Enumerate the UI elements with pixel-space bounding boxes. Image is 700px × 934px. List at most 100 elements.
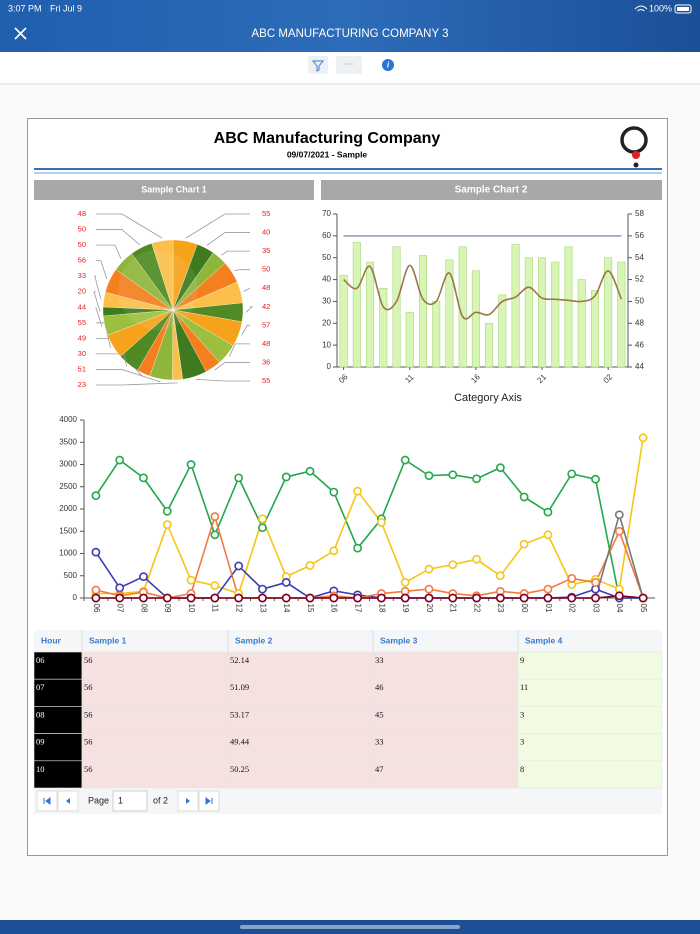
line-marker bbox=[115, 583, 125, 593]
cell-text: 49.44 bbox=[230, 737, 250, 747]
filter-icon bbox=[311, 60, 325, 72]
line-marker bbox=[91, 491, 101, 501]
line-marker bbox=[281, 593, 291, 603]
pie-shine bbox=[118, 250, 198, 330]
logo-dot-small bbox=[633, 162, 639, 168]
leader-line bbox=[234, 269, 250, 271]
leader-line bbox=[185, 213, 250, 239]
line-marker bbox=[305, 466, 315, 476]
data-label: 50 bbox=[78, 225, 86, 234]
cell-text: 9 bbox=[520, 655, 524, 665]
bar bbox=[577, 279, 586, 368]
table-header bbox=[34, 630, 662, 652]
column-header: Sample 3 bbox=[380, 635, 418, 645]
line-marker bbox=[258, 514, 267, 524]
line-marker bbox=[139, 593, 148, 603]
y2-tick-label: 56 bbox=[635, 231, 644, 240]
cell-text: 8 bbox=[520, 764, 524, 774]
bar bbox=[445, 259, 454, 368]
table-cell bbox=[517, 760, 663, 789]
cell-text: 53.17 bbox=[230, 709, 249, 719]
leader-line bbox=[241, 324, 250, 336]
table-cell bbox=[81, 760, 229, 789]
close-button[interactable] bbox=[14, 27, 27, 40]
bar bbox=[524, 257, 533, 368]
wifi-icon bbox=[634, 5, 648, 12]
line-marker bbox=[543, 584, 553, 594]
line-marker bbox=[258, 593, 267, 603]
y-tick-label: 50 bbox=[322, 253, 331, 262]
home-indicator bbox=[240, 925, 460, 929]
line-marker bbox=[591, 593, 600, 603]
leader-line bbox=[206, 232, 250, 246]
line-marker bbox=[115, 455, 125, 465]
table-cell bbox=[517, 733, 663, 762]
x-tick-label: 17 bbox=[353, 604, 362, 613]
x-tick-label: 15 bbox=[306, 604, 315, 613]
x-tick-label: 13 bbox=[258, 604, 267, 613]
line-marker bbox=[424, 593, 434, 603]
bar bbox=[432, 301, 441, 368]
battery-icon bbox=[674, 4, 692, 14]
line-marker bbox=[210, 530, 220, 540]
page-input[interactable] bbox=[112, 790, 148, 812]
bar bbox=[498, 294, 507, 368]
line-marker bbox=[519, 593, 529, 603]
line-marker bbox=[400, 578, 410, 587]
bar bbox=[392, 246, 401, 368]
y-tick-label: 30 bbox=[322, 297, 331, 306]
line-marker bbox=[353, 486, 363, 496]
line-marker bbox=[234, 593, 244, 603]
more-button[interactable] bbox=[336, 56, 362, 74]
line-series bbox=[343, 264, 623, 320]
leader-line bbox=[228, 343, 250, 357]
data-label: 48 bbox=[78, 209, 86, 218]
leader-line bbox=[96, 382, 178, 386]
leader-line bbox=[96, 369, 161, 383]
line-marker bbox=[91, 547, 101, 557]
x-tick-label: 01 bbox=[544, 604, 553, 613]
x-tick-label: 04 bbox=[615, 604, 624, 613]
bar bbox=[485, 322, 494, 368]
y2-tick-label: 48 bbox=[635, 318, 644, 327]
prev-page-icon bbox=[66, 798, 70, 804]
bar bbox=[617, 261, 626, 368]
line-marker bbox=[424, 471, 434, 481]
line-marker bbox=[139, 572, 148, 582]
bar bbox=[511, 244, 520, 368]
line-marker bbox=[614, 591, 624, 601]
info-button[interactable] bbox=[382, 59, 394, 71]
report-title: ABC Manufacturing Company bbox=[214, 130, 441, 147]
line-marker bbox=[115, 593, 125, 603]
line-marker bbox=[614, 526, 624, 536]
leader-line bbox=[96, 260, 108, 280]
data-label: 49 bbox=[78, 333, 86, 342]
table-cell bbox=[372, 760, 519, 789]
line-marker bbox=[424, 584, 434, 594]
filter-button[interactable] bbox=[308, 56, 328, 74]
table-cell bbox=[227, 651, 374, 680]
table-cell bbox=[33, 651, 83, 680]
line-marker bbox=[614, 510, 624, 520]
status-battery: 100% bbox=[649, 3, 672, 13]
line-marker bbox=[567, 574, 577, 583]
nav-background bbox=[0, 0, 700, 52]
line-marker bbox=[234, 561, 244, 571]
y-tick-label: 70 bbox=[322, 209, 331, 218]
x-tick-label: 07 bbox=[116, 604, 125, 613]
leader-line bbox=[243, 287, 250, 292]
line-marker bbox=[567, 593, 577, 603]
cell-text: 33 bbox=[375, 655, 384, 665]
data-label: 55 bbox=[78, 318, 86, 327]
x-tick-label: 21 bbox=[449, 604, 458, 613]
table-cell bbox=[517, 706, 663, 734]
line-marker bbox=[376, 593, 386, 603]
bar bbox=[379, 288, 388, 368]
y-tick-label: 10 bbox=[322, 340, 331, 349]
cell-text: 3 bbox=[520, 737, 524, 747]
table-cell bbox=[517, 651, 663, 680]
x-tick-label: 23 bbox=[496, 604, 505, 613]
line-marker bbox=[186, 460, 196, 469]
line-marker bbox=[591, 578, 600, 587]
cell-text: 56 bbox=[84, 709, 93, 719]
